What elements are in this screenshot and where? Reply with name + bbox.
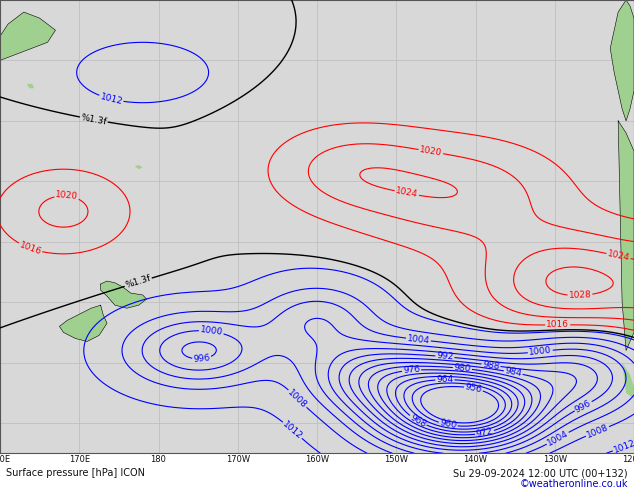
Text: 1000: 1000 [528, 346, 552, 357]
Text: 160W: 160W [305, 455, 329, 464]
Text: 1000: 1000 [199, 325, 223, 338]
Text: 1012: 1012 [612, 439, 634, 455]
Text: Su 29-09-2024 12:00 UTC (00+132): Su 29-09-2024 12:00 UTC (00+132) [453, 468, 628, 478]
Text: 996: 996 [574, 398, 593, 415]
Text: 1016: 1016 [18, 240, 42, 256]
Text: 180: 180 [150, 455, 167, 464]
Text: 1024: 1024 [606, 249, 631, 263]
Text: 976: 976 [403, 365, 420, 375]
Text: 1016: 1016 [547, 320, 569, 329]
Polygon shape [611, 0, 634, 121]
Text: Surface pressure [hPa] ICON: Surface pressure [hPa] ICON [6, 468, 145, 478]
Text: 170W: 170W [226, 455, 250, 464]
Text: 1020: 1020 [55, 191, 79, 201]
Text: 972: 972 [476, 427, 494, 439]
Text: 1004: 1004 [406, 334, 430, 345]
Polygon shape [101, 281, 146, 308]
Text: 1012: 1012 [281, 419, 304, 441]
Text: 1024: 1024 [395, 187, 419, 199]
Polygon shape [0, 12, 56, 60]
Text: 1012: 1012 [99, 92, 124, 106]
Text: 968: 968 [408, 413, 427, 429]
Text: 170E: 170E [68, 455, 90, 464]
Text: 1004: 1004 [545, 429, 570, 448]
Text: 120W: 120W [622, 455, 634, 464]
Text: 996: 996 [193, 353, 211, 364]
Text: 1020: 1020 [419, 145, 443, 158]
Text: ©weatheronline.co.uk: ©weatheronline.co.uk [519, 479, 628, 489]
Text: 160E: 160E [0, 455, 11, 464]
Text: %1.3f: %1.3f [124, 274, 152, 291]
Text: 964: 964 [436, 375, 453, 384]
Polygon shape [60, 305, 107, 342]
Text: 1028: 1028 [569, 291, 592, 300]
Polygon shape [622, 363, 634, 399]
Text: 984: 984 [504, 367, 522, 379]
Text: 980: 980 [453, 363, 472, 374]
Text: 1008: 1008 [286, 388, 309, 410]
Polygon shape [135, 165, 143, 169]
Text: 988: 988 [482, 360, 500, 371]
Text: 140W: 140W [463, 455, 488, 464]
Text: 1008: 1008 [585, 423, 610, 440]
Polygon shape [618, 121, 634, 350]
Text: 150W: 150W [384, 455, 408, 464]
Text: 960: 960 [439, 418, 457, 431]
Text: 992: 992 [436, 351, 454, 362]
Text: %1.3f: %1.3f [80, 113, 108, 126]
Text: 956: 956 [464, 382, 483, 394]
Polygon shape [28, 85, 34, 88]
Text: 130W: 130W [543, 455, 567, 464]
